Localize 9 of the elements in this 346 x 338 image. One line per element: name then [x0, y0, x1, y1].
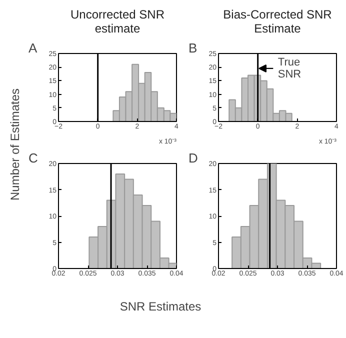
ref-line-label: True SNR — [278, 56, 302, 80]
chart-title: Bias-Corrected SNR Estimate — [223, 8, 332, 36]
y-axis-title: Number of Estimates — [8, 88, 22, 201]
text: B — [188, 40, 198, 56]
x-axis-title: SNR Estimates — [120, 300, 202, 314]
chart-title: Uncorrected SNR estimate — [70, 8, 165, 36]
text: D — [188, 150, 198, 166]
text: A — [28, 40, 38, 56]
text: C — [28, 150, 38, 166]
